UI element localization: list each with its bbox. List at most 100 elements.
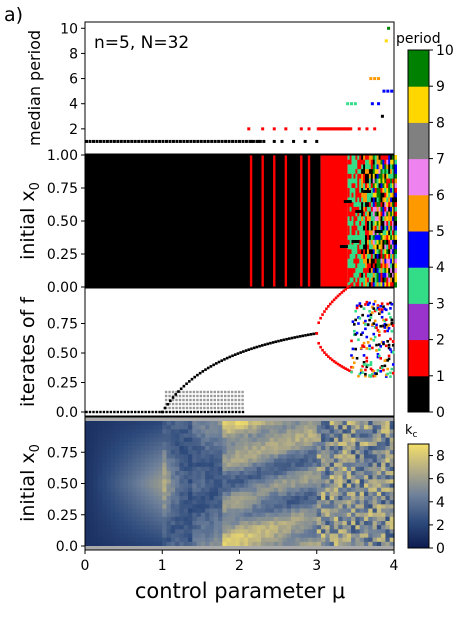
kc-cell	[308, 541, 314, 547]
kc-cell	[256, 471, 262, 476]
period-point	[333, 127, 337, 131]
kc-cell	[188, 500, 193, 505]
period-cell	[388, 216, 392, 222]
kc-cell	[239, 466, 245, 472]
period-cell	[382, 282, 386, 288]
kc-cell	[265, 496, 271, 501]
iterate-point	[369, 337, 373, 341]
kc-cell	[256, 521, 262, 526]
period-cell	[374, 197, 378, 203]
kc-cell	[295, 446, 301, 451]
kc-cell	[385, 425, 391, 430]
kc-cell	[351, 421, 356, 426]
kc-cell	[93, 433, 99, 439]
kc-cell	[157, 529, 163, 535]
period-cell	[353, 178, 357, 184]
kc-cell	[115, 454, 120, 460]
iterate-point	[224, 410, 227, 414]
iterate-point	[379, 370, 383, 373]
kc-cell	[376, 500, 382, 505]
kc-cell	[123, 429, 129, 435]
kc-cell	[102, 425, 108, 430]
kc-cell	[338, 483, 344, 489]
kc-cell	[260, 479, 266, 485]
kc-cell	[338, 541, 344, 547]
kc-cell	[102, 483, 108, 489]
kc-cell	[359, 504, 365, 510]
kc-cell	[102, 516, 108, 522]
kc-cell	[291, 537, 296, 543]
period-cell	[386, 216, 390, 222]
iterate-point	[373, 300, 377, 303]
kc-cell	[239, 529, 245, 535]
kc-cell	[265, 471, 271, 476]
period-cell	[368, 225, 372, 232]
kc-cell	[342, 508, 348, 514]
iterate-point	[371, 323, 374, 327]
kc-cell	[248, 450, 253, 455]
kc-cell	[188, 466, 193, 472]
kc-cell	[162, 483, 168, 489]
kc-cell	[205, 529, 211, 535]
iterate-point	[390, 329, 394, 333]
kc-cell	[196, 487, 202, 493]
kc-cell	[170, 508, 176, 514]
kc-cell	[333, 537, 339, 543]
kc-cell	[170, 525, 176, 530]
kc-cell	[299, 533, 305, 539]
period-cell	[394, 192, 397, 199]
period-cell	[349, 272, 353, 279]
kc-cell	[278, 537, 284, 543]
kc-cell	[338, 429, 344, 435]
kc-cell	[333, 421, 339, 426]
kc-cell	[106, 487, 112, 493]
kc-cell	[102, 437, 108, 443]
kc-cell	[226, 458, 232, 464]
kc-cell	[273, 491, 279, 497]
kc-cell	[153, 483, 159, 489]
kc-cell	[102, 500, 108, 505]
period-point	[257, 139, 261, 143]
period-mark	[343, 200, 352, 203]
iterate-point	[182, 390, 185, 394]
period-cell	[359, 206, 363, 213]
kc-cell	[299, 458, 305, 464]
period-cell	[347, 277, 351, 283]
kc-cell	[338, 487, 344, 493]
kc-cell	[157, 441, 163, 447]
kc-cell	[153, 500, 159, 505]
kc-cell	[342, 504, 348, 510]
period-cell	[380, 164, 384, 170]
kc-cell	[351, 512, 356, 518]
kc-cell	[183, 496, 189, 501]
kc-cell	[308, 483, 314, 489]
kc-cell	[157, 458, 163, 464]
kc-cell	[230, 462, 236, 468]
kc-cell	[235, 454, 241, 460]
kc-cell	[162, 516, 168, 522]
period-swatch	[408, 158, 429, 196]
kc-cell	[183, 441, 189, 447]
kc-cell	[295, 537, 301, 543]
kc-cell	[381, 458, 387, 464]
period-cell	[384, 169, 388, 175]
kc-cell	[316, 429, 322, 435]
kc-cell	[389, 483, 395, 489]
kc-cell	[200, 437, 206, 443]
iterate-point	[199, 390, 203, 394]
iterate-point	[368, 344, 371, 348]
period-cell	[390, 277, 394, 283]
kc-cell	[308, 475, 314, 480]
iterate-point	[166, 402, 169, 406]
period-cell	[374, 173, 378, 180]
kc-cell	[291, 441, 296, 447]
kc-cell	[346, 516, 352, 522]
kc-cell	[213, 462, 219, 468]
kc-cell	[89, 525, 95, 530]
period-cell	[382, 235, 386, 241]
period-cell	[382, 216, 386, 222]
kc-cell	[175, 483, 181, 489]
kc-cell	[368, 466, 374, 472]
iterate-point	[168, 402, 171, 406]
iterate-point	[210, 406, 213, 410]
